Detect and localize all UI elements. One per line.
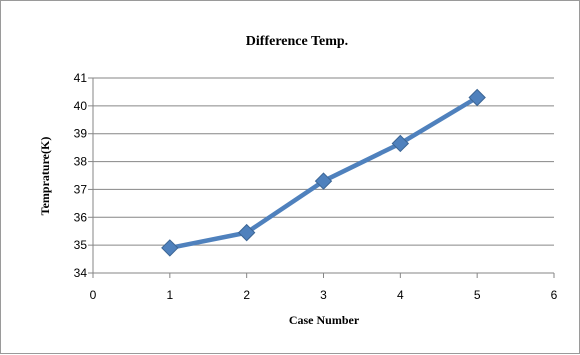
x-tick-label: 3 xyxy=(320,288,327,302)
data-point xyxy=(314,172,333,190)
series-layer xyxy=(161,88,486,257)
y-tick-label: 36 xyxy=(74,210,88,224)
x-tick-label: 1 xyxy=(166,288,173,302)
y-tick-label: 41 xyxy=(74,71,88,85)
data-point xyxy=(161,239,179,257)
x-tick-label: 4 xyxy=(397,288,404,302)
x-tick-label: 5 xyxy=(474,288,481,302)
x-tick-label: 2 xyxy=(243,288,250,302)
y-tick-label: 34 xyxy=(74,266,88,280)
x-tick-label: 6 xyxy=(551,288,558,302)
x-tick-label: 0 xyxy=(90,288,97,302)
text-layer: Difference Temp. Case Number Temprature(… xyxy=(38,34,360,327)
chart-title: Difference Temp. xyxy=(246,34,348,49)
y-tick-label: 35 xyxy=(74,238,88,252)
y-tick-label: 37 xyxy=(74,182,88,196)
data-point xyxy=(468,88,486,107)
y-tick-label: 40 xyxy=(74,99,88,113)
y-axis-label: Temprature(K) xyxy=(38,137,52,216)
x-axis-label: Case Number xyxy=(289,313,360,327)
y-tick-label: 38 xyxy=(74,155,88,169)
y-tick-label: 39 xyxy=(74,127,88,141)
data-point xyxy=(391,134,410,153)
data-point xyxy=(237,223,256,242)
